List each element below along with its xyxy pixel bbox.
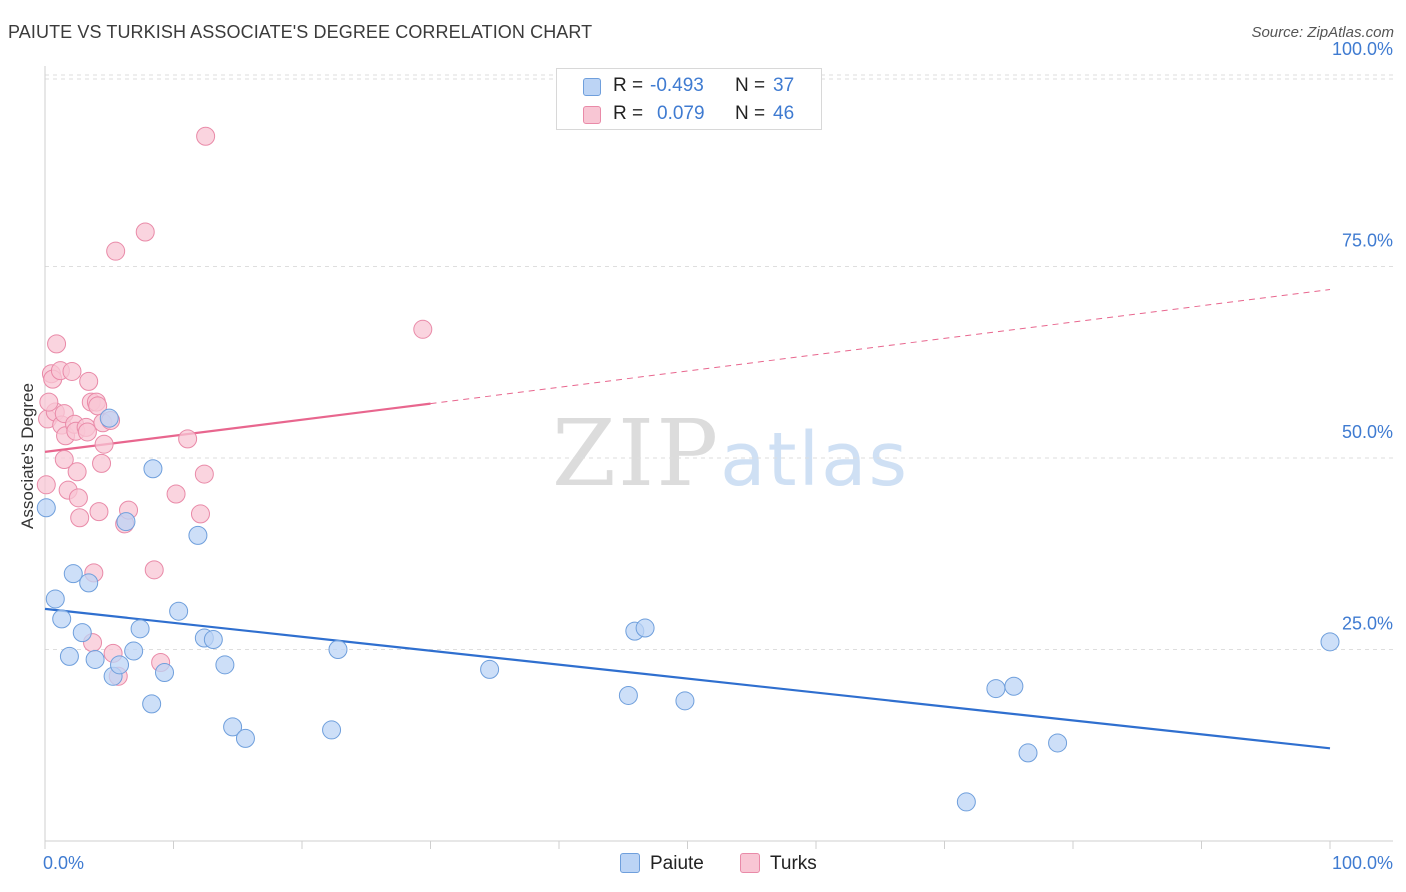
y-tick-label: 25.0%	[1342, 614, 1393, 634]
paiute-point	[1004, 676, 1024, 696]
turks-point	[68, 488, 88, 508]
turks-point	[190, 504, 210, 524]
paiute-point	[45, 589, 65, 609]
n-value-turks: 46	[773, 103, 795, 124]
turks-point	[194, 464, 214, 484]
paiute-point	[85, 649, 105, 669]
paiute-point	[188, 525, 208, 545]
turks-point	[92, 453, 112, 473]
paiute-point	[635, 618, 655, 638]
turks-point	[39, 392, 59, 412]
watermark: ZIPatlas	[552, 400, 909, 507]
x-tick-label-min: 0.0%	[43, 853, 84, 873]
turks-point	[89, 502, 109, 522]
correlation-legend: R = -0.493 N = 37 R = 0.079 N = 46	[556, 68, 822, 130]
r-label: R =	[613, 103, 644, 124]
turks-point	[144, 560, 164, 580]
paiute-point	[675, 691, 695, 711]
turks-point	[196, 126, 216, 146]
paiute-point	[480, 659, 500, 679]
chart-title: PAIUTE VS TURKISH ASSOCIATE'S DEGREE COR…	[8, 22, 593, 42]
paiute-point	[618, 685, 638, 705]
paiute-point	[235, 728, 255, 748]
paiute-point	[72, 623, 92, 643]
paiute-point	[1018, 743, 1038, 763]
paiute-point	[110, 655, 130, 675]
paiute-point	[116, 512, 136, 532]
paiute-point	[130, 619, 150, 639]
grid-lines	[45, 74, 1393, 650]
legend-label-paiute: Paiute	[650, 853, 704, 874]
paiute-point	[79, 573, 99, 593]
paiute-point	[36, 498, 56, 518]
y-tick-label: 100.0%	[1332, 39, 1393, 59]
paiute-swatch	[583, 78, 601, 96]
source-credit: Source: ZipAtlas.com	[1251, 24, 1394, 41]
turks-point	[62, 361, 82, 381]
n-value-paiute: 37	[773, 75, 795, 96]
turks-point	[94, 434, 114, 454]
tick-labels: 25.0% 50.0% 75.0% 100.0% 0.0% 100.0%	[43, 39, 1393, 873]
paiute-point	[986, 679, 1006, 699]
turks-point	[413, 319, 433, 339]
legend-row-turks: R = 0.079 N = 46	[557, 100, 821, 128]
trendline-turks-projected	[430, 288, 1331, 405]
turks-point	[135, 222, 155, 242]
paiute-point	[142, 694, 162, 714]
turks-swatch	[583, 106, 601, 124]
paiute-point	[203, 630, 223, 650]
paiute-point	[1048, 733, 1068, 753]
paiute-point	[143, 459, 163, 479]
trendline-paiute	[44, 607, 1331, 750]
x-tick-label-max: 100.0%	[1332, 853, 1393, 873]
legend-row-paiute: R = -0.493 N = 37	[557, 72, 821, 100]
y-tick-label: 75.0%	[1342, 231, 1393, 251]
paiute-point	[59, 646, 79, 666]
paiute-point	[223, 717, 243, 737]
axes	[44, 66, 1393, 849]
y-tick-label: 50.0%	[1342, 422, 1393, 442]
trend-lines	[44, 288, 1331, 750]
turks-point	[79, 371, 99, 391]
paiute-legend-swatch	[620, 853, 640, 873]
r-value-paiute: -0.493	[650, 75, 704, 96]
n-label: N =	[735, 75, 766, 96]
paiute-point	[155, 662, 175, 682]
paiute-point	[322, 720, 342, 740]
turks-legend-swatch	[740, 853, 760, 873]
turks-point	[54, 450, 74, 470]
paiute-point	[99, 408, 119, 428]
paiute-point	[169, 601, 189, 621]
paiute-point	[124, 641, 144, 661]
turks-point	[77, 422, 97, 442]
r-label: R =	[613, 75, 644, 96]
y-axis-label: Associate's Degree	[18, 383, 37, 529]
series-legend: Paiute Turks	[0, 850, 1406, 878]
turks-point	[70, 508, 90, 528]
paiute-point	[215, 655, 235, 675]
turks-point	[178, 429, 198, 449]
turks-point	[106, 241, 126, 261]
paiute-point	[328, 640, 348, 659]
r-value-turks: 0.079	[657, 103, 705, 124]
paiute-point	[52, 609, 72, 629]
turks-point	[166, 484, 186, 504]
n-label: N =	[735, 103, 766, 124]
paiute-point	[63, 564, 83, 584]
paiute-point	[956, 792, 976, 812]
watermark-zip: ZIP	[552, 400, 721, 507]
paiute-point	[1320, 632, 1340, 652]
legend-label-turks: Turks	[770, 853, 817, 874]
turks-point	[67, 462, 87, 482]
watermark-atlas: atlas	[720, 417, 909, 503]
turks-point	[36, 475, 56, 495]
data-points	[36, 126, 1340, 812]
turks-point	[47, 334, 67, 354]
